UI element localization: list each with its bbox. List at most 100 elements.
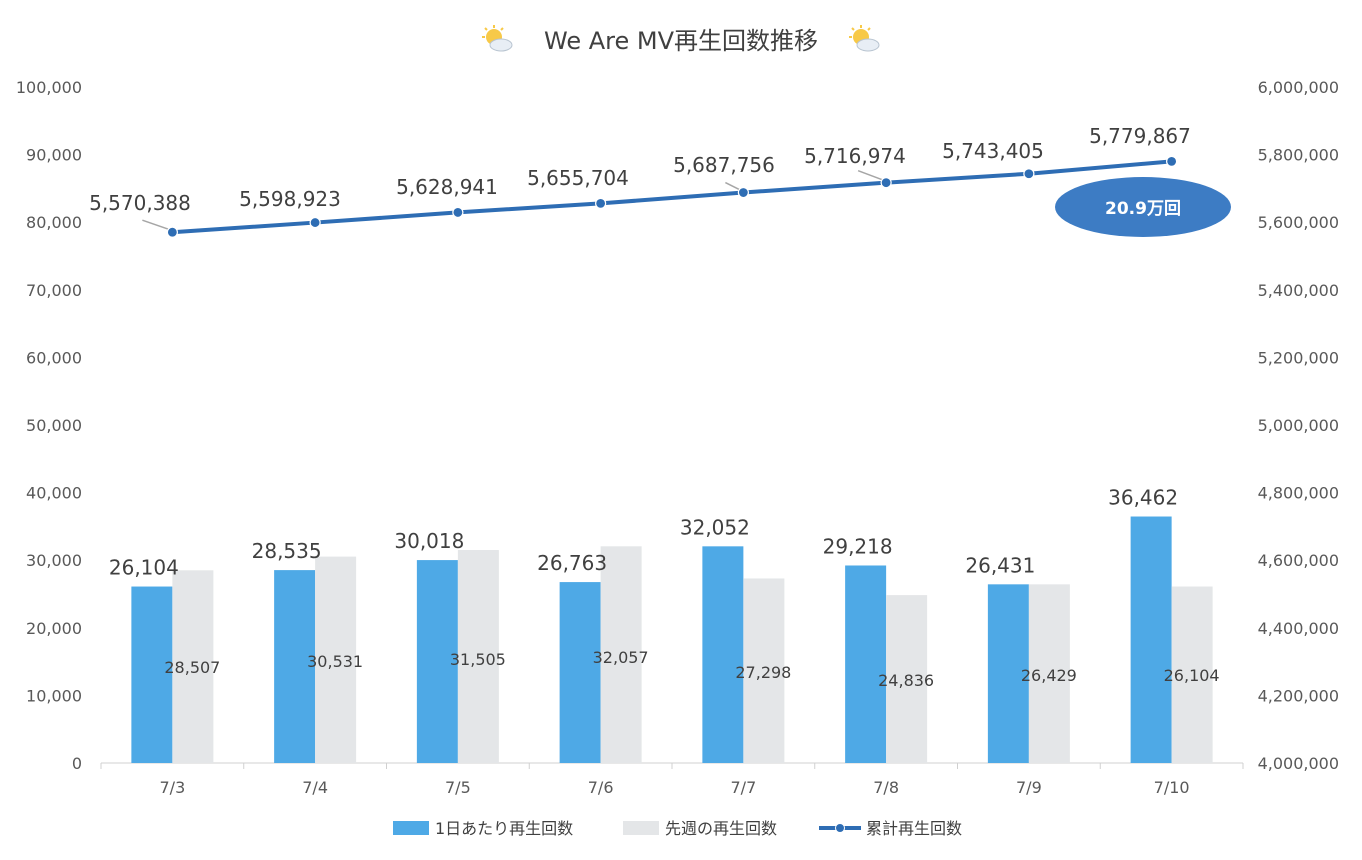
label-last-week-plays: 30,531 [307, 652, 363, 671]
bar-last-week-plays [743, 578, 785, 763]
bar-last-week-plays [1028, 584, 1070, 763]
y-left-tick-label: 40,000 [26, 484, 82, 503]
title-left-sun-icon [482, 25, 513, 52]
label-last-week-plays: 26,429 [1021, 666, 1077, 685]
bar-last-week-plays [600, 546, 642, 763]
cumulative-point [1166, 155, 1178, 168]
cumulative-line [170, 159, 1174, 235]
leader-line [142, 219, 169, 230]
y-right-tick-label: 4,600,000 [1258, 551, 1339, 570]
cumulative-point [737, 186, 749, 199]
cumulative-point [595, 197, 607, 209]
x-tick-label: 7/5 [445, 778, 471, 797]
legend-label-daily-plays: 1日あたり再生回数 [435, 819, 573, 838]
label-daily-plays: 36,462 [1108, 486, 1178, 510]
label-daily-plays: 26,431 [965, 553, 1035, 577]
chart-title: We Are MV再生回数推移 [482, 25, 880, 55]
x-tick-label: 7/6 [588, 778, 614, 797]
increase-badge-shape [1055, 177, 1231, 237]
cumulative-plays-labels: 5,570,388 5,598,923 5,628,941 5,655,704 5,68… [89, 124, 1191, 215]
label-daily-plays: 30,018 [394, 529, 464, 553]
bar-daily-plays [845, 565, 887, 763]
bar-daily-plays [987, 584, 1029, 763]
cumulative-point [166, 226, 178, 238]
bar-daily-plays [559, 582, 601, 763]
y-right-tick-label: 6,000,000 [1258, 78, 1339, 97]
daily-plays-labels: 26,104 28,535 30,018 26,763 32,052 29,218 26,4… [109, 486, 1178, 580]
last-week-plays-labels: 28,507 30,531 31,505 32,057 27,298 24,836 26,4… [164, 648, 1219, 690]
leader-line [857, 169, 883, 181]
cumulative-point [1023, 168, 1035, 180]
y-right-tick-label: 4,800,000 [1258, 484, 1339, 503]
y-right-tick-label: 4,000,000 [1258, 754, 1339, 773]
y-right-tick-label: 4,400,000 [1258, 619, 1339, 638]
label-cumulative-plays: 5,716,974 [804, 144, 906, 168]
label-cumulative-plays: 5,628,941 [396, 175, 498, 199]
x-tick-label: 7/7 [731, 778, 757, 797]
label-daily-plays: 26,763 [537, 551, 607, 575]
y-left-tick-label: 30,000 [26, 551, 82, 570]
series-cumulative-plays [166, 155, 1178, 238]
label-cumulative-plays: 5,743,405 [942, 139, 1044, 163]
y-right-tick-label: 5,600,000 [1258, 213, 1339, 232]
label-last-week-plays: 26,104 [1164, 666, 1220, 685]
legend-label-last-week-plays: 先週の再生回数 [665, 819, 777, 838]
bar-daily-plays [274, 570, 316, 763]
label-daily-plays: 29,218 [823, 534, 893, 558]
increase-badge-text: 20.9万回 [1105, 199, 1181, 219]
label-daily-plays: 32,052 [680, 515, 750, 539]
y-right-tick-label: 5,400,000 [1258, 281, 1339, 300]
x-tick-label: 7/9 [1016, 778, 1042, 797]
label-last-week-plays: 31,505 [450, 650, 506, 669]
x-tick-label: 7/8 [873, 778, 899, 797]
label-last-week-plays: 28,507 [164, 658, 220, 677]
cumulative-point [309, 216, 321, 229]
y-right-tick-label: 5,800,000 [1258, 146, 1339, 165]
bar-last-week-plays [172, 570, 214, 763]
y-left-tick-label: 90,000 [26, 146, 82, 165]
bar-daily-plays [702, 546, 744, 763]
y-right-tick-label: 5,000,000 [1258, 416, 1339, 435]
label-last-week-plays: 27,298 [735, 663, 791, 682]
label-last-week-plays: 24,836 [878, 671, 934, 690]
legend-swatch-last-week-plays [623, 821, 659, 835]
y-left-tick-label: 60,000 [26, 348, 82, 367]
cumulative-point [452, 206, 464, 219]
label-daily-plays: 26,104 [109, 556, 179, 580]
bar-last-week-plays [886, 595, 928, 763]
chart-title-text: We Are MV再生回数推移 [544, 27, 818, 55]
x-axis: 7/3 7/4 7/5 7/6 7/7 7/8 7/9 7/10 [100, 763, 1244, 797]
label-daily-plays: 28,535 [252, 539, 322, 563]
y-left-tick-label: 10,000 [26, 686, 82, 705]
y-right-tick-label: 5,200,000 [1258, 348, 1339, 367]
bar-last-week-plays [1171, 586, 1213, 763]
label-leader-lines [142, 169, 883, 230]
y-left-tick-label: 20,000 [26, 619, 82, 638]
x-tick-label: 7/10 [1154, 778, 1190, 797]
label-cumulative-plays: 5,655,704 [527, 166, 629, 190]
bar-daily-plays [1130, 516, 1172, 763]
y-right-tick-label: 4,200,000 [1258, 686, 1339, 705]
label-cumulative-plays: 5,598,923 [239, 187, 341, 211]
x-tick-label: 7/4 [302, 778, 328, 797]
label-cumulative-plays: 5,779,867 [1089, 124, 1191, 148]
label-cumulative-plays: 5,570,388 [89, 191, 191, 215]
y-left-tick-label: 0 [72, 754, 82, 773]
series-last-week-plays [172, 546, 1213, 763]
title-right-sun-icon [849, 25, 880, 52]
y-axis-left: 0 10,000 20,000 30,000 40,000 50,000 60,000 70,… [16, 78, 82, 773]
label-last-week-plays: 32,057 [593, 648, 649, 667]
leader-line [725, 181, 740, 191]
y-left-tick-label: 70,000 [26, 281, 82, 300]
legend-swatch-daily-plays [393, 821, 429, 835]
series-daily-plays [131, 516, 1172, 763]
legend-label-cumulative-plays: 累計再生回数 [866, 819, 962, 838]
bar-daily-plays [131, 586, 173, 763]
legend-swatch-cumulative-plays [819, 823, 861, 833]
label-cumulative-plays: 5,687,756 [673, 153, 775, 177]
bar-last-week-plays [315, 556, 357, 763]
bar-last-week-plays [457, 550, 499, 763]
y-left-tick-label: 50,000 [26, 416, 82, 435]
x-tick-label: 7/3 [160, 778, 186, 797]
